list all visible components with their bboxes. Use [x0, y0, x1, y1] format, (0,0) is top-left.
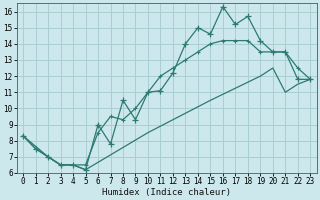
X-axis label: Humidex (Indice chaleur): Humidex (Indice chaleur) [102, 188, 231, 197]
